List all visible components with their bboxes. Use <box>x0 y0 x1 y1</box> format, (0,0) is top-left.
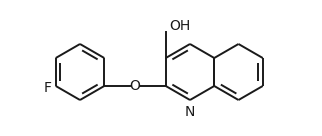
Text: O: O <box>129 79 140 93</box>
Text: OH: OH <box>169 19 190 33</box>
Text: F: F <box>44 81 52 95</box>
Text: N: N <box>185 105 195 119</box>
